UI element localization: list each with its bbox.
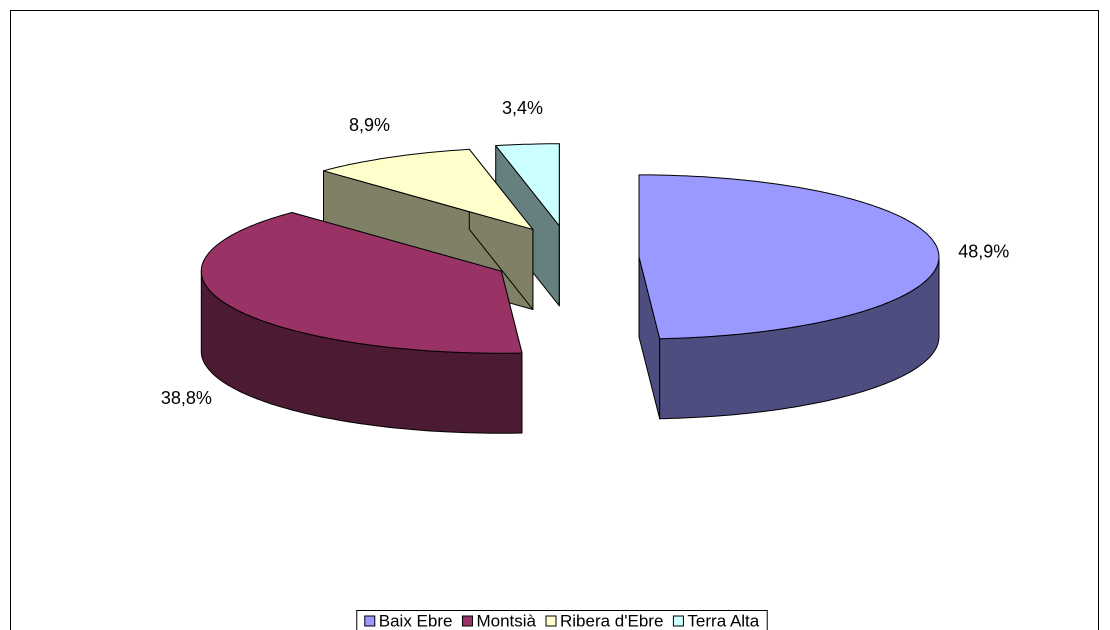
- data-label: 8,9%: [349, 115, 390, 135]
- slice: [495, 143, 560, 227]
- slice: [638, 174, 940, 340]
- legend-label: Montsià: [476, 611, 536, 630]
- slice: [200, 212, 523, 354]
- data-labels: 3,4% 8,9% 48,9% 38,8%: [161, 98, 1009, 408]
- legend-box: [356, 610, 768, 630]
- legend-label: Terra Alta: [687, 611, 759, 630]
- data-label: 48,9%: [958, 242, 1009, 262]
- legend-swatch: [461, 615, 473, 627]
- legend-label: Ribera d'Ebre: [560, 611, 663, 630]
- legend: Baix Ebre Montsià Ribera d'Ebre Terra Alta: [356, 610, 768, 630]
- legend-swatch: [364, 615, 376, 627]
- slice: [323, 148, 534, 230]
- pie: [200, 143, 940, 434]
- legend-label: Baix Ebre: [379, 611, 453, 630]
- data-label: 3,4%: [502, 98, 543, 118]
- legend-swatch: [545, 615, 557, 627]
- legend-swatch: [672, 615, 684, 627]
- data-label: 38,8%: [161, 388, 212, 408]
